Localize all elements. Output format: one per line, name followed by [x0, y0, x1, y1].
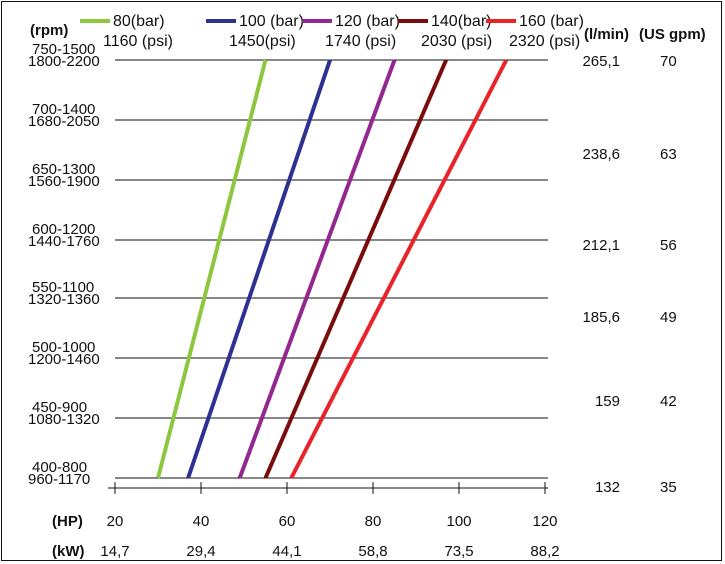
flow-lmin-label: 212,1 — [582, 237, 620, 254]
legend-label-bar: 120 (bar) — [335, 13, 400, 30]
rpm-label-upper: 500-1000 — [32, 339, 95, 356]
grid-lines — [115, 59, 548, 479]
flow-usgpm-label: 63 — [660, 146, 677, 163]
flow-usgpm-label: 56 — [660, 237, 677, 254]
rpm-label-upper: 400-800 — [32, 459, 87, 476]
hp-tick-label: 80 — [365, 513, 382, 530]
kw-tick-label: 44,1 — [272, 543, 301, 560]
rpm-label-lower: 960-1170 — [28, 471, 90, 488]
series-line — [237, 59, 397, 479]
hp-tick-label: 100 — [446, 513, 471, 530]
flow-lmin-label: 238,6 — [582, 146, 620, 163]
legend-label-bar: 100 (bar) — [239, 13, 304, 30]
rpm-label-upper: 750-1500 — [32, 41, 95, 58]
kw-tick-label: 88,2 — [530, 543, 559, 560]
rpm-label-upper: 550-1100 — [32, 279, 94, 296]
rpm-label-upper: 650-1300 — [32, 161, 95, 178]
series-line — [263, 59, 448, 479]
rpm-axis-label: (rpm) — [30, 22, 68, 39]
hp-tick-label: 40 — [193, 513, 210, 530]
flow-axis: 265,1 70 238,6 63 212,1 56 185,6 49 159 42 132 35 — [582, 53, 676, 496]
rpm-label-lower: 1800-2200 — [28, 53, 100, 70]
hp-tick-label: 20 — [107, 513, 124, 530]
series-line — [186, 59, 332, 479]
power-axis: 20 14,7 40 29,4 60 44,1 80 58,8 100 73,5 120 88,2 — [100, 482, 560, 560]
flow-lmin-label: 185,6 — [582, 309, 620, 326]
legend-label-psi: 1160 (psi) — [103, 33, 173, 50]
legend-label-bar: 160 (bar) — [519, 13, 584, 30]
flow-lmin-label: 159 — [595, 393, 620, 410]
legend-label-psi: 2320 (psi) — [509, 33, 580, 50]
legend-label-psi: 1450(psi) — [229, 33, 296, 50]
rpm-label-upper: 700-1400 — [32, 101, 95, 118]
lmin-axis-label: (l/min) — [584, 26, 629, 43]
flow-usgpm-label: 70 — [660, 53, 677, 70]
flow-lmin-label: 132 — [595, 479, 620, 496]
flow-lmin-label: 265,1 — [582, 53, 620, 70]
hp-tick-label: 120 — [532, 513, 557, 530]
series-line — [289, 59, 509, 479]
rpm-label-lower: 1320-1360 — [28, 291, 100, 308]
kw-tick-label: 29,4 — [186, 543, 215, 560]
legend-label-psi: 1740 (psi) — [325, 33, 396, 50]
usgpm-axis-label: (US gpm) — [639, 26, 706, 43]
kw-tick-label: 14,7 — [100, 543, 129, 560]
series-lines — [156, 59, 509, 479]
rpm-label-lower: 1680-2050 — [28, 113, 100, 130]
series-line — [156, 59, 268, 479]
flow-usgpm-label: 42 — [660, 393, 677, 410]
rpm-label-lower: 1560-1900 — [28, 173, 100, 190]
legend-label-psi: 2030 (psi) — [421, 33, 492, 50]
flow-usgpm-label: 49 — [660, 309, 677, 326]
legend: 80(bar) 1160 (psi) 100 (bar) 1450(psi) 120 (… — [80, 13, 584, 50]
rpm-label-upper: 450-900 — [32, 399, 87, 416]
hp-tick-label: 60 — [279, 513, 296, 530]
kw-axis-label: (kW) — [52, 543, 85, 560]
rpm-label-upper: 600-1200 — [32, 221, 95, 238]
rpm-label-lower: 1080-1320 — [28, 411, 100, 428]
hp-axis-label: (HP) — [52, 513, 83, 530]
rpm-label-lower: 1440-1760 — [28, 233, 100, 250]
kw-tick-label: 73,5 — [444, 543, 473, 560]
legend-label-bar: 80(bar) — [113, 13, 165, 30]
kw-tick-label: 58,8 — [358, 543, 387, 560]
rpm-label-lower: 1200-1460 — [28, 351, 100, 368]
flow-usgpm-label: 35 — [660, 479, 677, 496]
legend-label-bar: 140(bar) — [431, 13, 491, 30]
